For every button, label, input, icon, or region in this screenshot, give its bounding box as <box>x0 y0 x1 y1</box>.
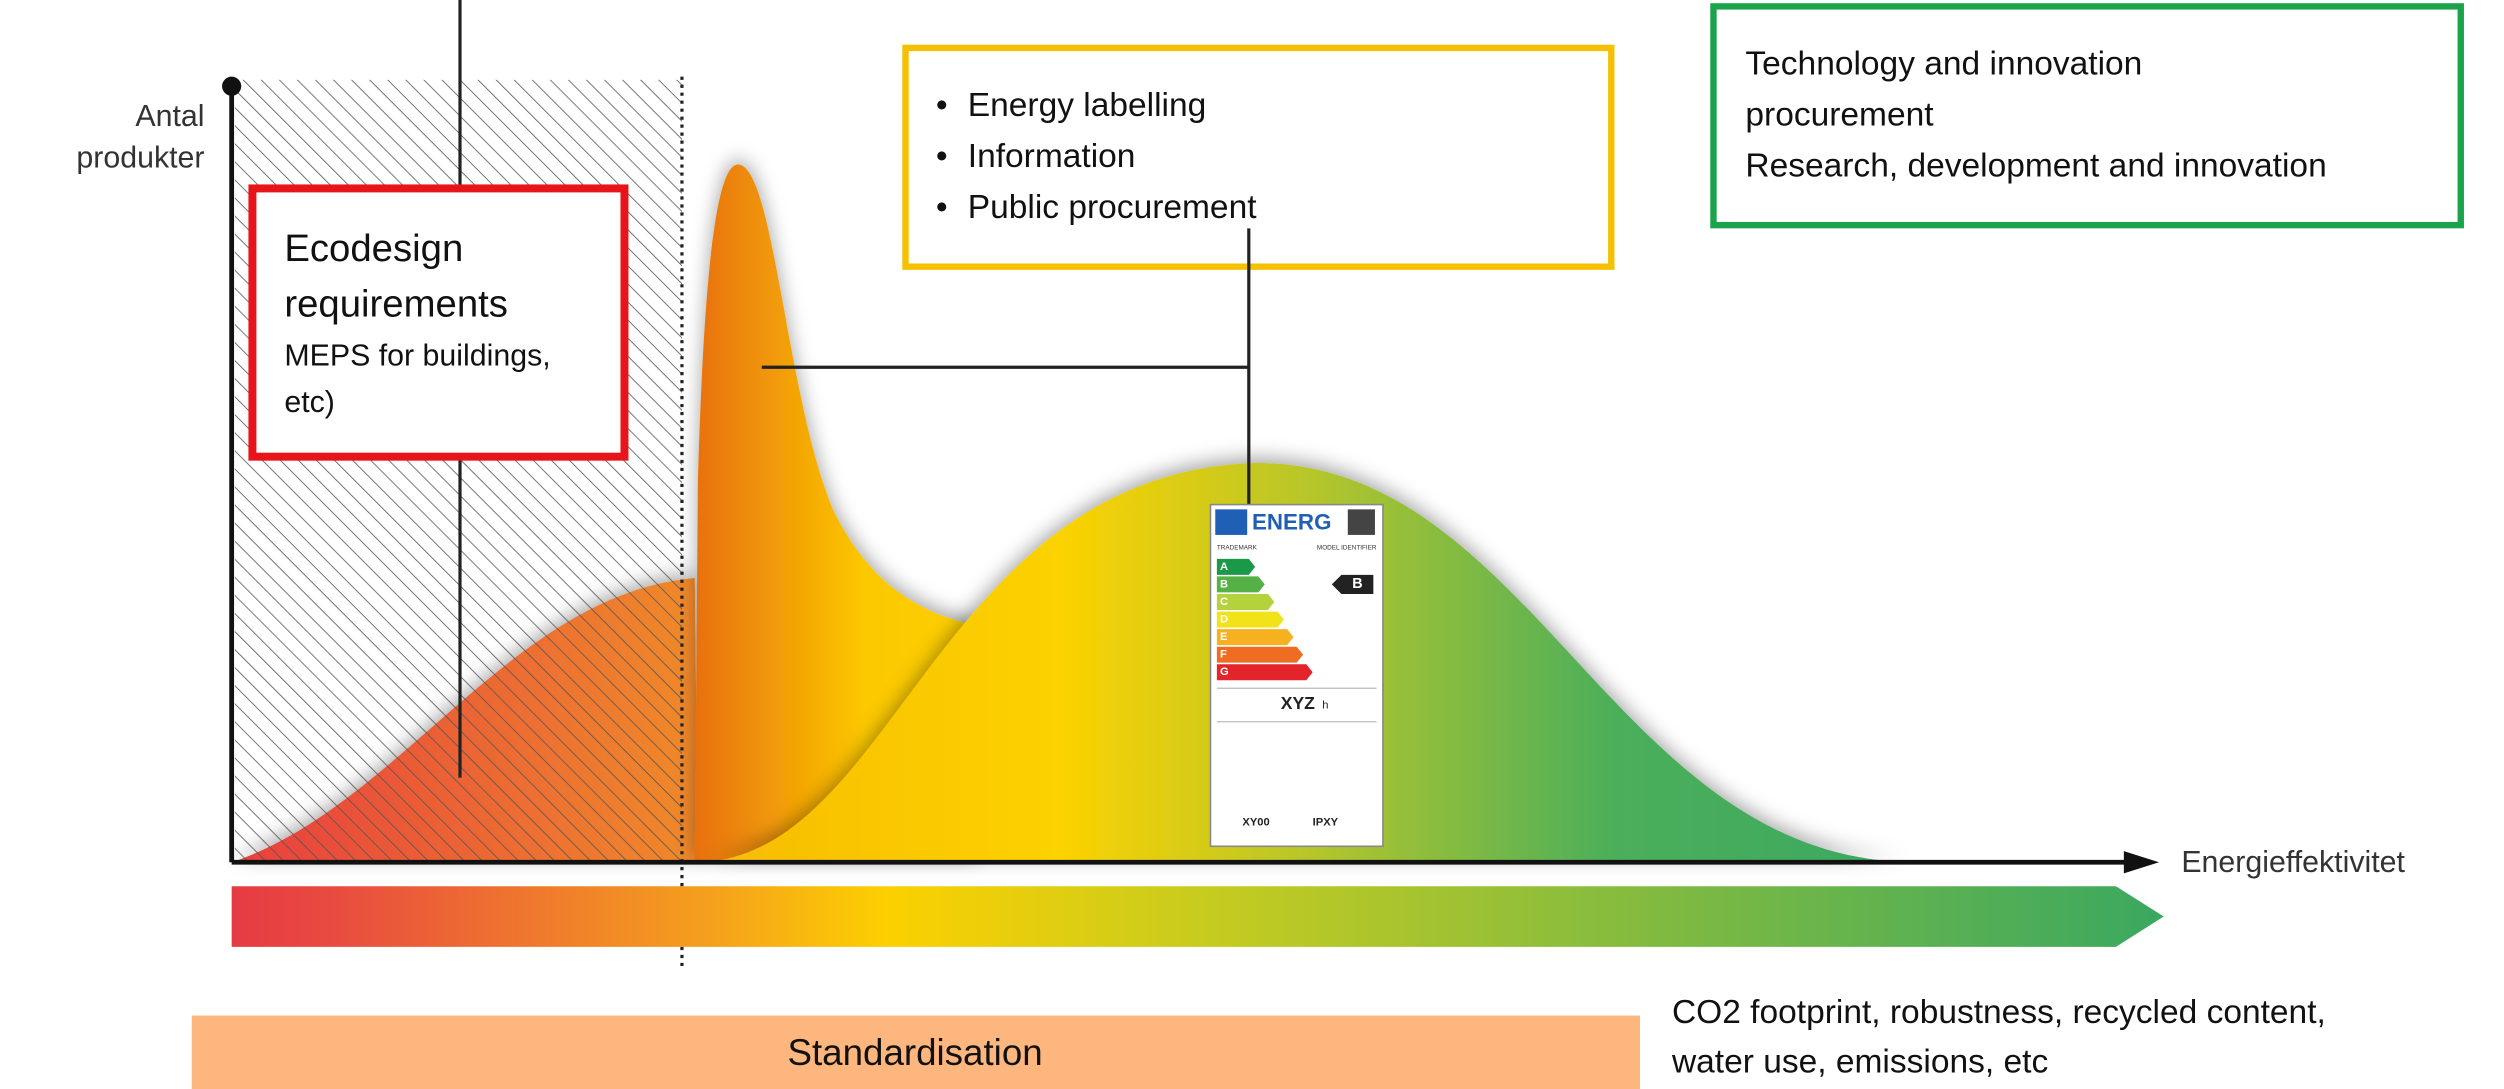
label-rating: B <box>1352 576 1362 592</box>
x-label: Energieffektivitet <box>2181 846 2405 879</box>
label-class: A <box>1220 561 1228 573</box>
label-class: D <box>1220 614 1228 626</box>
label-class: B <box>1220 578 1228 590</box>
bullet: • <box>936 138 948 175</box>
label-unit: h <box>1322 700 1328 712</box>
label-consumption: XYZ <box>1281 693 1315 713</box>
diagram: Antal produkter Energieffektivitet Ecode… <box>0 0 2504 1089</box>
label-class: F <box>1220 649 1227 661</box>
label-class: E <box>1220 631 1227 643</box>
label-class: G <box>1220 666 1229 678</box>
labelling-item: Public procurement <box>968 189 1257 226</box>
innovation-line: procurement <box>1745 96 1934 133</box>
ecodesign-detail: MEPS for buildings, <box>284 340 550 373</box>
other-criteria: water use, emissions, etc <box>1671 1043 2048 1080</box>
y-label: produkter <box>76 142 204 175</box>
label-model: MODEL IDENTIFIER <box>1317 544 1377 551</box>
label-protection: IPXY <box>1313 816 1339 828</box>
bullet: • <box>936 189 948 226</box>
energy-label: ENERG TRADEMARK MODEL IDENTIFIER A B C D… <box>1210 505 1382 847</box>
bullet: • <box>936 87 948 124</box>
innovation-line: Research, development and innovation <box>1745 148 2326 185</box>
standardisation-label: Standardisation <box>787 1032 1042 1073</box>
y-axis-dot <box>222 77 241 96</box>
innovation-line: Technology and innovation <box>1745 45 2142 82</box>
label-noise: XY00 <box>1242 816 1269 828</box>
ecodesign-title: requirements <box>284 283 508 326</box>
label-class: C <box>1220 596 1228 608</box>
label-trademark: TRADEMARK <box>1217 544 1258 551</box>
y-label: Antal <box>135 100 204 133</box>
labelling-item: Energy labelling <box>968 87 1207 124</box>
label-brand: ENERG <box>1252 510 1331 535</box>
labelling-item: Information <box>968 138 1136 175</box>
ecodesign-title: Ecodesign <box>284 227 463 270</box>
other-criteria: CO2 footprint, robustness, recycled cont… <box>1672 994 2326 1031</box>
ecodesign-detail: etc) <box>284 386 335 419</box>
x-axis-arrow <box>2124 851 2159 873</box>
efficiency-bar <box>232 886 2164 947</box>
